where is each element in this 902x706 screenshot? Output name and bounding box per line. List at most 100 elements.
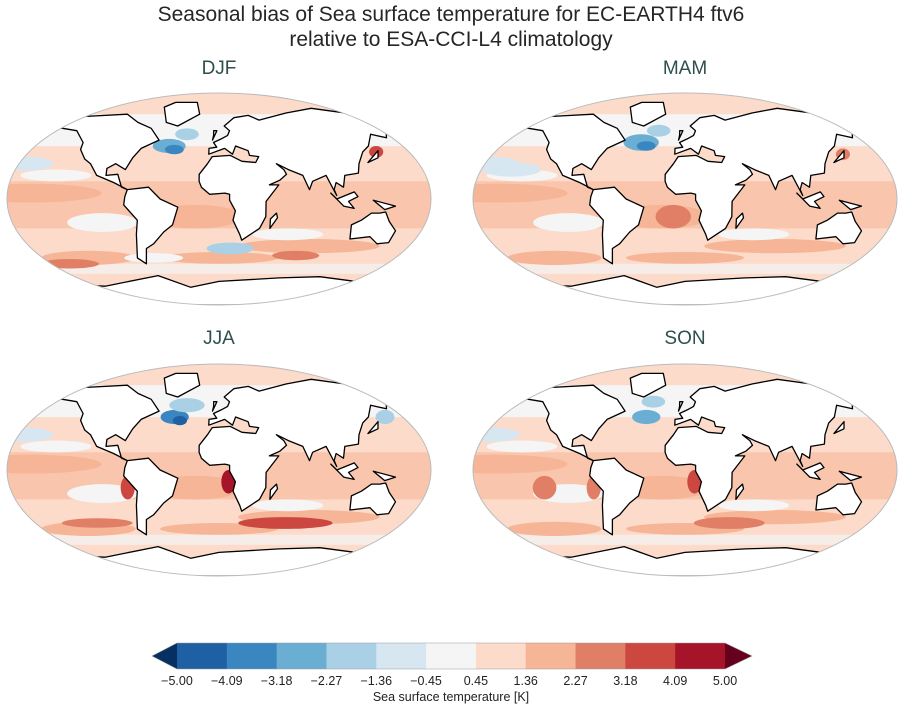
bias-patch — [533, 213, 604, 232]
bias-patch — [486, 440, 558, 453]
bias-patch — [252, 499, 324, 512]
bias-patch — [61, 518, 133, 528]
bias-patch — [124, 253, 184, 263]
sst-bias-field — [473, 93, 897, 305]
land-mass — [269, 212, 279, 230]
colorbar-tick-label: 0.45 — [463, 674, 489, 688]
panel-title-mam: MAM — [662, 58, 708, 79]
bias-patch — [164, 144, 184, 155]
land-mass — [796, 462, 825, 481]
colorbar-bin — [376, 643, 427, 669]
colorbar-tick-label: 4.09 — [663, 674, 688, 688]
land-mass — [349, 211, 397, 245]
land-mass — [629, 101, 667, 127]
bias-patch — [172, 415, 188, 426]
map-boundary — [472, 363, 898, 577]
bias-patch — [272, 250, 320, 261]
colorbar-outline — [151, 642, 753, 670]
bias-patch — [473, 183, 568, 203]
colorbar-bin — [575, 643, 626, 669]
land-mass — [838, 470, 863, 482]
land-mass — [589, 186, 645, 265]
land-mass — [211, 401, 218, 412]
bias-patch — [20, 440, 92, 453]
land-mass — [512, 113, 626, 191]
colorbar-label: Sea surface temperature [K] — [372, 690, 530, 704]
land-mass — [163, 101, 201, 127]
panel-title-jja: JJA — [203, 328, 235, 349]
land-mass — [664, 378, 868, 512]
land-mass — [123, 186, 179, 265]
colorbar-bin — [475, 643, 527, 669]
southern-band — [473, 534, 897, 545]
sst-bias-field — [7, 93, 431, 305]
land-mass — [211, 130, 218, 141]
land-mass — [589, 457, 645, 536]
land-mass — [330, 462, 359, 481]
southern-band — [7, 534, 431, 545]
land-mass — [833, 421, 845, 435]
land-mass — [512, 384, 626, 462]
panel-title-djf: DJF — [201, 58, 237, 79]
land-mass — [833, 150, 845, 164]
bias-patch — [7, 454, 102, 474]
land-mass — [269, 483, 279, 501]
bias-patch — [532, 475, 557, 500]
land-mass — [796, 191, 825, 210]
land-mass — [677, 130, 684, 141]
bias-patch — [67, 213, 138, 232]
bias-patch — [626, 251, 744, 264]
land-mass — [349, 482, 397, 516]
bias-patch — [655, 204, 691, 229]
bias-patch — [481, 162, 541, 177]
land-mass — [735, 212, 745, 230]
colorbar-tick-label: −2.27 — [310, 674, 343, 688]
land-mass — [677, 401, 684, 412]
colorbar — [151, 642, 753, 670]
figure-title-line2: relative to ESA-CCI-L4 climatology — [289, 28, 613, 51]
bias-patch — [252, 228, 324, 241]
colorbar-bin — [675, 643, 726, 669]
land-mass — [367, 150, 379, 164]
bias-patch — [646, 124, 671, 137]
land-mass — [46, 113, 160, 191]
bias-patch — [238, 517, 333, 529]
bias-patch — [375, 409, 395, 425]
bias-patch — [206, 242, 254, 255]
land-mass — [838, 199, 863, 211]
bias-patch — [160, 251, 278, 264]
colorbar-tick-label: 3.18 — [613, 674, 638, 688]
bias-patch — [718, 228, 790, 241]
land-mass — [815, 482, 863, 516]
land-mass — [198, 107, 402, 241]
colorbar-tick-label: −3.18 — [260, 674, 293, 688]
sst-bias-field — [473, 364, 897, 576]
land-mass — [163, 372, 201, 398]
colorbar-tick-label: −4.09 — [210, 674, 243, 688]
land-mass — [372, 470, 397, 482]
colorbar-bin — [426, 643, 477, 669]
colorbar-under-triangle — [152, 643, 177, 669]
map-boundary — [6, 92, 432, 306]
colorbar-over-triangle — [725, 643, 752, 669]
colorbar-bin — [276, 643, 327, 669]
land-mass — [629, 372, 667, 398]
map-mam — [472, 92, 898, 306]
map-djf — [6, 92, 432, 306]
land-mass — [330, 191, 359, 210]
sst-bias-field — [7, 364, 431, 576]
land-mass — [735, 483, 745, 501]
land-mass — [815, 211, 863, 245]
map-jja — [6, 363, 432, 577]
colorbar-tick-label: 2.27 — [563, 674, 588, 688]
bias-patch — [238, 239, 380, 254]
colorbar-tick-label: −5.00 — [161, 674, 193, 688]
panel-title-son: SON — [664, 328, 706, 349]
land-mass — [367, 421, 379, 435]
colorbar-bin — [525, 643, 577, 669]
colorbar-bin — [226, 643, 278, 669]
colorbar-tick-label: 1.36 — [513, 674, 538, 688]
southern-band — [7, 263, 431, 274]
map-boundary — [6, 363, 432, 577]
bias-patch — [175, 128, 199, 141]
